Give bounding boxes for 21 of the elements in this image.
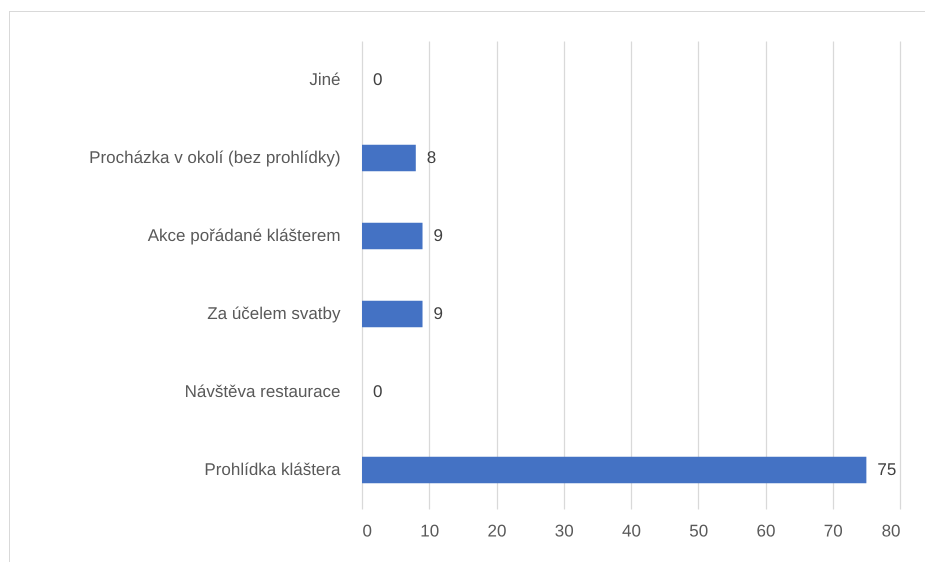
x-tick-label: 0 (362, 522, 372, 540)
data-label: 75 (877, 460, 896, 479)
x-tick-label: 80 (882, 522, 900, 540)
data-label: 8 (426, 148, 436, 167)
data-label: 9 (434, 304, 443, 323)
x-tick-label: 50 (689, 522, 708, 540)
data-label: 9 (434, 226, 443, 245)
x-tick-label: 60 (756, 522, 776, 540)
data-label: 0 (373, 70, 382, 89)
y-tick-label: Jiné (309, 70, 340, 89)
y-tick-label: Návštěva restaurace (184, 382, 340, 401)
x-tick-label: 70 (824, 522, 843, 540)
data-label: 0 (373, 382, 382, 401)
y-tick-label: Procházka v okolí (bez prohlídky) (89, 148, 340, 167)
x-tick-label: 40 (622, 522, 641, 540)
x-tick-label: 10 (420, 522, 440, 540)
y-tick-label: Za účelem svatby (207, 304, 341, 323)
y-tick-label: Prohlídka kláštera (204, 460, 342, 479)
y-tick-label: Akce pořádané klášterem (148, 226, 340, 245)
x-tick-label: 20 (488, 522, 506, 540)
x-tick-label: 30 (554, 522, 574, 540)
